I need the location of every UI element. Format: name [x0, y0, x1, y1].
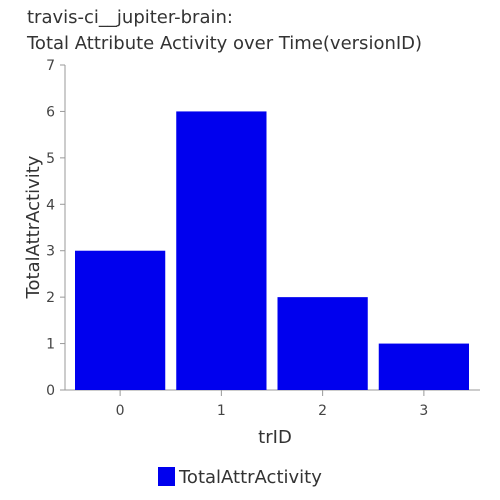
bars [75, 111, 469, 390]
y-tick-label: 6 [46, 104, 55, 120]
x-axis-title: trID [258, 427, 292, 448]
y-tick-label: 4 [46, 197, 55, 213]
y-tick-label: 2 [46, 290, 55, 306]
y-tick-label: 0 [46, 383, 55, 399]
y-tick-label: 7 [46, 58, 55, 74]
x-axis: 0 1 2 3 [65, 389, 480, 419]
x-tick-label: 1 [217, 403, 226, 419]
y-tick-label: 1 [46, 337, 55, 353]
bar [378, 343, 469, 390]
y-axis-title: TotalAttrActivity [23, 155, 44, 299]
bar [75, 250, 166, 390]
y-axis: 0 1 2 3 4 5 6 7 [46, 58, 66, 399]
y-tick-label: 3 [46, 244, 55, 260]
y-tick-label: 5 [46, 151, 55, 167]
chart-title-line-2: Total Attribute Activity over Time(versi… [27, 33, 423, 54]
x-tick-label: 2 [318, 403, 327, 419]
legend-label: TotalAttrActivity [178, 467, 322, 488]
x-tick-label: 3 [419, 403, 428, 419]
x-tick-label: 0 [116, 403, 125, 419]
bar [176, 111, 267, 390]
legend-swatch [158, 467, 175, 486]
chart-title-line-1: travis-ci__jupiter-brain: [27, 7, 233, 28]
legend: TotalAttrActivity [158, 467, 322, 488]
bar [277, 297, 368, 390]
